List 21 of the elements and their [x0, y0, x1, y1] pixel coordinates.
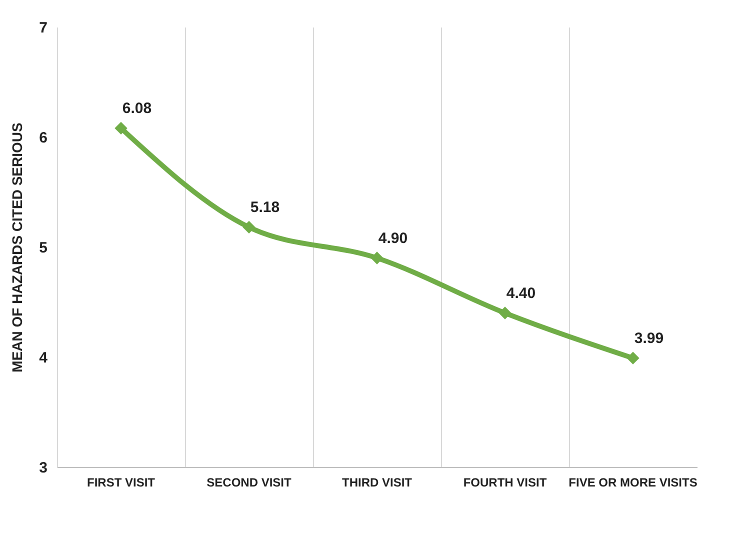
- point: [498, 306, 512, 320]
- y-tick-label: 4: [39, 350, 48, 366]
- point: [370, 252, 384, 264]
- y-tick-label: 3: [39, 460, 48, 476]
- y-tick-label: 5: [39, 240, 48, 256]
- point: [114, 122, 128, 135]
- x-tick-label: FIRST VISIT: [86, 476, 156, 490]
- x-tick-label: FIVE OR MORE VISITS: [568, 476, 698, 490]
- x-tick-label: SECOND VISIT: [206, 476, 292, 490]
- point: [626, 352, 640, 364]
- data-label: 5.18: [250, 199, 280, 216]
- data-label: 4.40: [506, 285, 536, 302]
- data-label: 6.08: [122, 100, 152, 118]
- y-axis-title: MEAN OF HAZARDS CITED SERIOUS: [9, 122, 26, 372]
- x-tick-label: FOURTH VISIT: [463, 476, 548, 490]
- x-tick-label: THIRD VISIT: [342, 476, 413, 490]
- y-tick-label: 6: [39, 130, 48, 146]
- point: [242, 220, 256, 234]
- y-tick-label: 7: [39, 20, 48, 36]
- data-label: 3.99: [634, 330, 664, 348]
- data-label: 4.90: [378, 230, 408, 247]
